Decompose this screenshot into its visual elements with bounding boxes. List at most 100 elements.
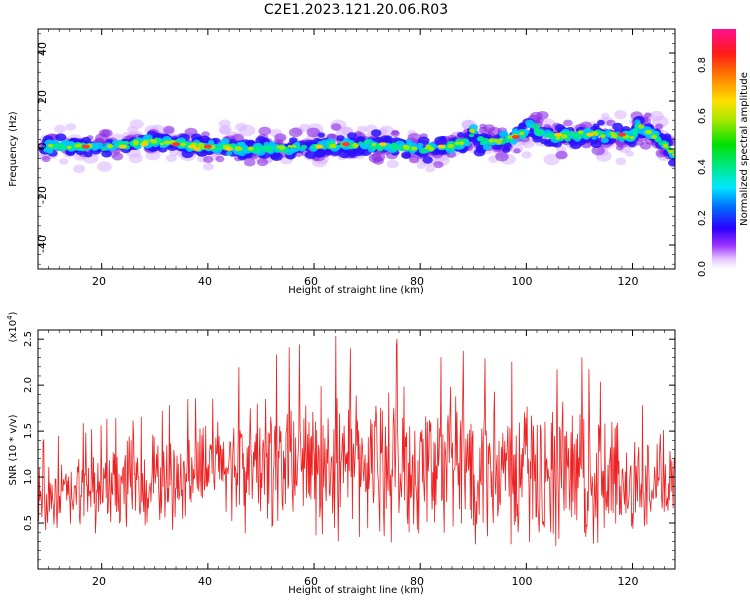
spectral-peak [180,142,187,147]
spectral-halo [521,151,532,159]
spectral-band [668,159,675,167]
spectral-outer [244,158,256,167]
colorbar-tick-label: 0.4 [697,159,708,175]
spectral-peak [234,146,242,152]
spectral-peak [493,138,500,143]
spectral-core [220,138,230,145]
colorbar-label: Normalized spectral amplitude [739,72,750,226]
spectral-outer [478,126,488,134]
spectral-peak [287,144,293,148]
spectral-peak [672,153,675,157]
spectral-core [418,148,428,154]
spectral-peak [611,134,618,139]
spectral-max [225,147,234,151]
top-ytick-label: -40 [36,235,49,253]
spectral-peak [555,136,561,140]
spectral-outer [306,127,321,138]
spectral-peak [352,143,359,148]
spectral-outer [644,112,652,118]
spectral-outer [655,123,664,130]
spectral-peak [488,138,495,143]
spectral-band [540,138,549,145]
spectral-peak [403,145,411,150]
spectral-band [502,142,512,149]
spectral-outer [330,123,342,131]
spectral-halo [600,112,610,119]
spectral-max [172,142,180,147]
spectral-halo [425,165,435,173]
spectral-band [663,133,672,140]
spectral-band [55,133,67,142]
spectral-outer [288,127,303,138]
spectral-core [482,144,491,151]
spectral-core [59,144,65,148]
colorbar-tick-label: 0.6 [697,108,708,124]
spectral-halo [59,158,69,165]
bottom-ytick-label: 2.0 [23,377,34,393]
spectral-halo [202,162,214,171]
spectral-band [401,152,412,159]
spectral-core [481,137,490,144]
spectral-core [405,139,413,144]
spectral-halo [543,153,560,166]
spectral-peak [163,140,170,145]
spectral-max [187,144,196,149]
spectral-peak [47,143,54,148]
spectral-band [336,135,345,142]
spectral-peak [76,143,82,148]
y-multiplier-close: ) [8,311,19,315]
spectrogram-ticks [38,29,676,269]
spectral-peak [469,128,476,133]
spectral-halo [97,161,112,172]
spectral-peak [499,138,504,142]
spectral-halo [218,119,231,129]
spectral-peak [519,131,525,136]
spectral-max [118,144,127,149]
spectral-core [536,129,545,135]
spectral-peak [411,146,418,151]
spectral-band [228,138,237,145]
spectral-peak [329,143,336,149]
spectral-peak [459,141,465,146]
spectral-core [100,147,107,151]
spectral-core [498,130,509,138]
spectral-peak [247,146,253,151]
spectral-core [52,139,60,145]
spectral-peak [629,136,635,140]
spectral-max [140,142,149,147]
spectral-halo [649,110,664,122]
spectral-peak [644,129,652,135]
spectral-band [439,136,447,141]
spectral-core [237,149,247,157]
spectral-peak [67,145,72,150]
spectral-outer [112,152,124,161]
spectral-core [363,139,371,145]
y-multiplier-base: (x10 [8,320,19,343]
spectral-core [600,137,609,144]
bottom-x-axis-label: Height of straight line (km) [288,585,424,596]
spectral-core [377,146,384,152]
bottom-xtick-label: 120 [618,575,639,588]
spectral-peak [447,143,455,149]
spectral-outer [513,148,521,154]
spectral-core [632,127,639,133]
snr-ticks [38,330,676,569]
spectral-max [341,142,350,147]
spectral-halo [299,123,311,132]
spectral-band [592,123,600,129]
spectral-peak [577,130,584,135]
spectral-band [457,132,465,138]
spectral-halo [219,127,231,136]
spectral-outer [408,155,420,164]
spectral-peak [159,142,165,146]
colorbar-tick-label: 0.0 [697,261,708,277]
spectral-core [658,141,664,146]
spectral-halo [54,124,66,134]
spectral-core [634,119,641,124]
spectral-core [42,146,53,153]
spectral-halo [73,164,86,174]
spectral-core [599,130,605,135]
spectral-halo [128,153,143,164]
spectral-outer [41,155,51,163]
spectral-peak [276,145,282,149]
